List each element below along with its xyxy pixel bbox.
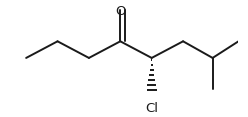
Text: O: O [115, 5, 125, 18]
Text: Cl: Cl [145, 102, 158, 115]
